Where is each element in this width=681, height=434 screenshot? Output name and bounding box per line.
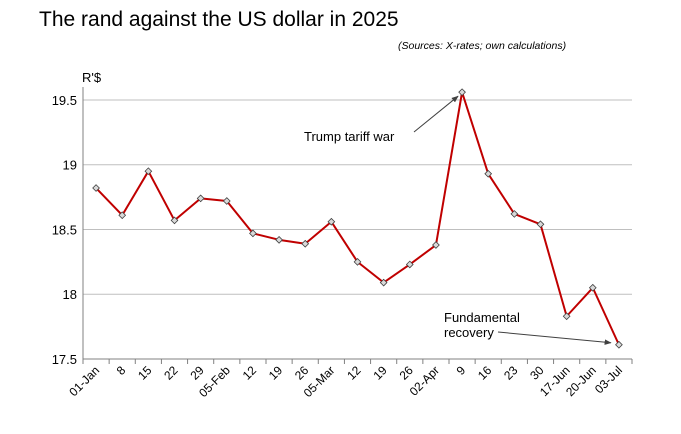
x-tick-label: 22 <box>161 363 181 383</box>
x-tick-label: 15 <box>135 363 155 383</box>
y-tick-label: 19 <box>63 158 77 173</box>
x-tick-label: 12 <box>344 363 364 383</box>
chart-source-note: (Sources: X-rates; own calculations) <box>398 40 567 52</box>
data-point <box>379 278 388 287</box>
data-point <box>249 229 257 238</box>
data-point <box>615 340 623 349</box>
data-point <box>484 169 493 178</box>
chart-title: The rand against the US dollar in 2025 <box>39 8 399 31</box>
y-tick-labels: 17.5 18 18.5 19 19.5 <box>52 93 77 367</box>
x-tick-label: 26 <box>292 363 312 383</box>
data-point <box>222 197 231 205</box>
data-point <box>510 210 519 218</box>
data-point <box>353 257 362 266</box>
x-tick-label: 23 <box>501 363 521 383</box>
x-tick-label: 19 <box>266 363 286 383</box>
data-points <box>92 88 623 349</box>
data-point <box>458 88 466 97</box>
axes <box>82 87 633 364</box>
annotation-arrow <box>497 331 612 345</box>
data-point <box>432 241 440 249</box>
y-tick-label: 17.5 <box>52 352 77 367</box>
x-tick-label: 19 <box>370 363 390 383</box>
y-tick-label: 18.5 <box>52 222 77 237</box>
y-tick-label: 18 <box>63 287 77 302</box>
y-tick-label: 19.5 <box>52 93 77 108</box>
annotation-trump-tariff-war: Trump tariff war <box>304 129 395 144</box>
data-point <box>170 216 179 225</box>
x-tick-label: 02-Apr <box>407 363 442 398</box>
annotation-fundamental-recovery: Fundamental recovery <box>444 310 520 340</box>
data-point <box>144 167 153 176</box>
data-point <box>275 235 283 244</box>
x-tick-label: 9 <box>454 363 469 378</box>
data-point <box>118 211 127 220</box>
x-tick-label: 26 <box>397 363 417 383</box>
annotation-arrow <box>413 95 459 133</box>
data-point <box>588 283 597 292</box>
data-point <box>562 312 571 321</box>
annotation-line: Fundamental <box>444 310 520 325</box>
x-tick-label: 29 <box>187 363 207 383</box>
x-tick-label: 03-Jul <box>592 363 625 396</box>
data-point <box>327 217 336 226</box>
x-tick-label: 30 <box>527 363 547 383</box>
x-tick-label: 16 <box>475 363 495 383</box>
x-tick-label: 8 <box>114 363 129 378</box>
x-tick-label: 20-Jun <box>563 363 599 399</box>
data-point <box>536 220 545 229</box>
y-axis-label: R'$ <box>82 70 102 85</box>
x-tick-label: 12 <box>240 363 260 383</box>
data-point <box>196 194 205 203</box>
data-point <box>405 260 414 269</box>
x-tick-label: 01-Jan <box>66 363 102 399</box>
data-point <box>92 184 100 192</box>
annotations: Trump tariff war Fundamental recovery <box>304 95 612 345</box>
data-point <box>301 239 310 248</box>
annotation-line: recovery <box>444 325 494 340</box>
gridlines <box>83 99 632 295</box>
